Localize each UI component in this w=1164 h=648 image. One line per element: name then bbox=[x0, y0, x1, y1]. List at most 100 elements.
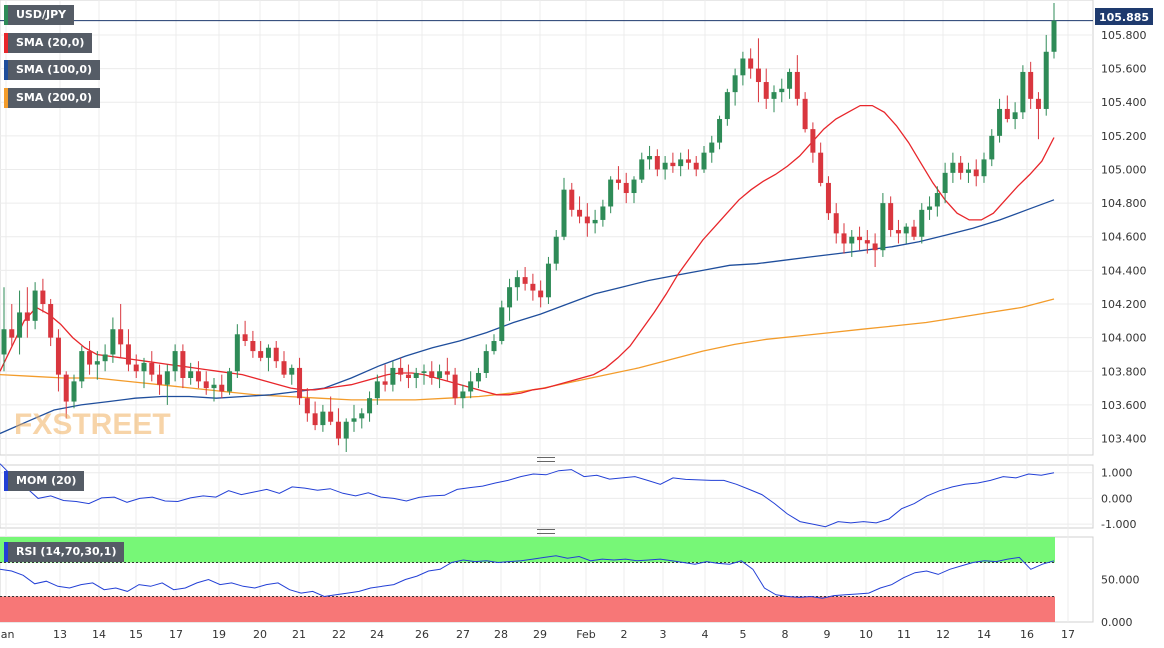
candle bbox=[359, 408, 365, 429]
candle bbox=[211, 378, 217, 402]
y-tick-label: 104.200 bbox=[1101, 298, 1147, 311]
candle-body bbox=[17, 312, 23, 338]
candle bbox=[265, 344, 271, 372]
x-tick-label: 13 bbox=[53, 628, 67, 641]
candle-body bbox=[895, 230, 901, 234]
candle-body bbox=[584, 216, 590, 224]
candle bbox=[390, 361, 396, 392]
candle bbox=[188, 362, 194, 385]
candle bbox=[405, 364, 411, 389]
candle-body bbox=[460, 391, 466, 399]
candle bbox=[32, 282, 38, 330]
x-tick-label: 28 bbox=[494, 628, 508, 641]
candle bbox=[491, 334, 497, 355]
y-tick-label: 104.000 bbox=[1101, 332, 1147, 345]
x-tick-label: 4 bbox=[702, 628, 709, 641]
candle-body bbox=[390, 367, 396, 385]
candle bbox=[693, 156, 699, 177]
candle-body bbox=[709, 142, 715, 153]
candle-body bbox=[662, 162, 668, 170]
x-tick-label: 27 bbox=[456, 628, 470, 641]
candle bbox=[125, 329, 131, 372]
x-tick-label: 12 bbox=[936, 628, 950, 641]
candle-body bbox=[125, 344, 131, 365]
x-tick-label: 19 bbox=[212, 628, 226, 641]
panel-resize-handle-rsi[interactable] bbox=[537, 529, 555, 534]
legend-sma20[interactable]: SMA (20,0) bbox=[4, 33, 93, 53]
candle-body bbox=[258, 351, 264, 358]
candle-body bbox=[779, 88, 785, 93]
panel-frame bbox=[0, 464, 1094, 529]
x-tick-label: 15 bbox=[129, 628, 143, 641]
y-tick-label: 105.800 bbox=[1101, 29, 1147, 42]
candle-body bbox=[1043, 51, 1049, 109]
candle bbox=[833, 203, 839, 244]
candle bbox=[794, 55, 800, 106]
y-tick-label: 105.400 bbox=[1101, 96, 1147, 109]
candle bbox=[110, 317, 116, 363]
candle bbox=[934, 186, 940, 217]
candle bbox=[864, 230, 870, 254]
candle bbox=[444, 357, 450, 382]
candle-body bbox=[569, 189, 575, 210]
axis-layer: Jan 13 14 15 17 19 20 21 22 24 26 27 28 29 Feb 2 3 4 5 8 9 10… bbox=[0, 29, 1147, 641]
sma100-color-swatch bbox=[4, 60, 8, 80]
candle bbox=[911, 219, 917, 241]
candle bbox=[149, 351, 155, 382]
candle-body bbox=[647, 156, 653, 160]
y-tick-label: 104.800 bbox=[1101, 197, 1147, 210]
panel-resize-handle-mom[interactable] bbox=[537, 457, 555, 462]
candle-body bbox=[359, 413, 365, 419]
candle-body bbox=[880, 203, 886, 251]
candle bbox=[724, 88, 730, 126]
candle bbox=[55, 329, 61, 392]
candle-body bbox=[468, 381, 474, 392]
candle-body bbox=[678, 159, 684, 167]
candle-body bbox=[1012, 112, 1018, 120]
candle-body bbox=[732, 75, 738, 93]
rsi-tag[interactable]: RSI (14,70,30,1) bbox=[4, 542, 125, 562]
candle-body bbox=[118, 329, 124, 345]
x-tick-label: 22 bbox=[332, 628, 346, 641]
candle bbox=[771, 85, 777, 113]
x-tick-label: 9 bbox=[824, 628, 831, 641]
candle-body bbox=[600, 206, 606, 220]
candle-body bbox=[475, 372, 481, 382]
fxstreet-watermark: FXSTREET bbox=[14, 408, 171, 441]
candle-body bbox=[685, 159, 691, 163]
candle-body bbox=[71, 381, 77, 402]
symbol-label: USD/JPY bbox=[16, 8, 67, 21]
candle-body bbox=[958, 162, 964, 173]
candle bbox=[289, 364, 295, 385]
candle bbox=[787, 68, 793, 99]
candle-body bbox=[273, 347, 279, 362]
legend-sma100[interactable]: SMA (100,0) bbox=[4, 60, 101, 80]
candle-body bbox=[429, 371, 435, 379]
candle bbox=[312, 401, 318, 431]
mom-line bbox=[0, 463, 1055, 528]
candle-body bbox=[981, 159, 987, 177]
candle bbox=[623, 172, 629, 204]
candle bbox=[592, 209, 598, 234]
candle bbox=[631, 176, 637, 204]
symbol-tag[interactable]: USD/JPY bbox=[4, 5, 75, 25]
candle-body bbox=[833, 213, 839, 234]
candle-body bbox=[771, 92, 777, 99]
candle-body bbox=[740, 58, 746, 76]
candle bbox=[1028, 61, 1034, 109]
symbol-color-swatch bbox=[4, 5, 8, 25]
candle-body bbox=[227, 371, 233, 392]
candle-body bbox=[367, 398, 373, 414]
candle bbox=[1012, 102, 1018, 130]
candle-body bbox=[499, 307, 505, 342]
candle-body bbox=[172, 351, 178, 372]
candle bbox=[304, 388, 310, 422]
candle bbox=[242, 320, 248, 347]
legend-sma200[interactable]: SMA (200,0) bbox=[4, 88, 101, 108]
candle bbox=[615, 166, 621, 190]
candle-body bbox=[507, 287, 513, 308]
candle bbox=[281, 351, 287, 379]
candle bbox=[973, 159, 979, 187]
candle bbox=[748, 48, 754, 79]
mom-tag[interactable]: MOM (20) bbox=[4, 471, 85, 491]
